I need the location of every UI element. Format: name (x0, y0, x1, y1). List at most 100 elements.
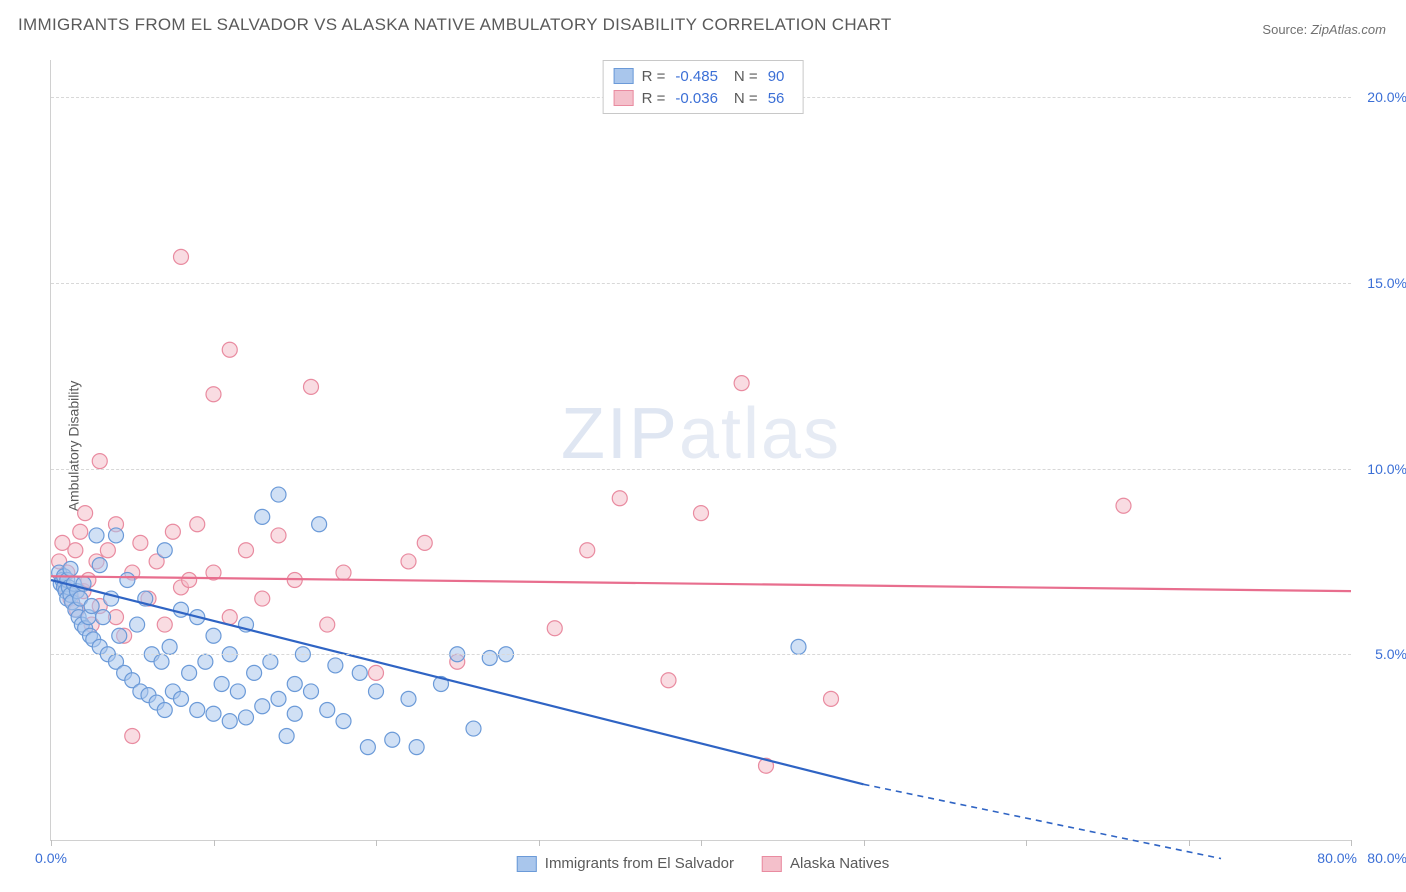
series-legend-label: Alaska Natives (790, 855, 889, 872)
scatter-point (369, 684, 384, 699)
scatter-point (112, 628, 127, 643)
scatter-point (304, 684, 319, 699)
x-tick (701, 840, 702, 846)
legend-row: R =-0.485N =90 (614, 65, 793, 87)
scatter-point (547, 621, 562, 636)
scatter-point (320, 703, 335, 718)
scatter-point (791, 639, 806, 654)
scatter-point (109, 528, 124, 543)
scatter-point (255, 509, 270, 524)
scatter-point (263, 654, 278, 669)
scatter-point (190, 517, 205, 532)
scatter-point (73, 524, 88, 539)
scatter-point (222, 342, 237, 357)
scatter-point (385, 732, 400, 747)
x-tick-label: 0.0% (35, 850, 67, 866)
scatter-point (369, 665, 384, 680)
gridline-h (51, 654, 1351, 655)
y-tick-label: 5.0% (1357, 646, 1406, 662)
scatter-point (336, 565, 351, 580)
scatter-point (255, 591, 270, 606)
scatter-point (165, 524, 180, 539)
scatter-point (182, 573, 197, 588)
series-legend-item: Alaska Natives (762, 855, 889, 872)
scatter-point (466, 721, 481, 736)
scatter-point (409, 740, 424, 755)
scatter-point (352, 665, 367, 680)
scatter-point (304, 379, 319, 394)
x-tick (864, 840, 865, 846)
gridline-h (51, 283, 1351, 284)
scatter-point (182, 665, 197, 680)
scatter-point (174, 691, 189, 706)
scatter-point (214, 677, 229, 692)
scatter-point (89, 528, 104, 543)
y-tick-label: 15.0% (1357, 275, 1406, 291)
x-tick-label: 80.0% (1357, 850, 1406, 866)
scatter-point (206, 706, 221, 721)
source-attribution: Source: ZipAtlas.com (1262, 22, 1386, 37)
series-legend: Immigrants from El Salvador Alaska Native… (507, 853, 899, 874)
scatter-point (162, 639, 177, 654)
scatter-point (84, 599, 99, 614)
series-legend-label: Immigrants from El Salvador (545, 855, 734, 872)
x-tick (1189, 840, 1190, 846)
scatter-point (271, 487, 286, 502)
y-tick-label: 10.0% (1357, 461, 1406, 477)
scatter-point (154, 654, 169, 669)
scatter-point (133, 535, 148, 550)
scatter-point (100, 543, 115, 558)
x-tick (51, 840, 52, 846)
scatter-point (287, 706, 302, 721)
scatter-point (336, 714, 351, 729)
scatter-point (198, 654, 213, 669)
scatter-point (401, 554, 416, 569)
scatter-point (125, 729, 140, 744)
scatter-point (120, 573, 135, 588)
scatter-point (78, 506, 93, 521)
scatter-point (271, 528, 286, 543)
gridline-h (51, 469, 1351, 470)
scatter-point (239, 543, 254, 558)
scatter-point (320, 617, 335, 632)
scatter-point (482, 651, 497, 666)
scatter-point (63, 561, 78, 576)
correlation-legend: R =-0.485N =90R =-0.036N =56 (603, 60, 804, 114)
legend-swatch (517, 856, 537, 872)
scatter-point (96, 610, 111, 625)
legend-swatch (614, 90, 634, 106)
scatter-point (279, 729, 294, 744)
chart-svg (51, 60, 1351, 840)
scatter-point (230, 684, 245, 699)
scatter-point (1116, 498, 1131, 513)
chart-plot-area: ZIPatlas 5.0%10.0%15.0%20.0%0.0%80.0%80.… (50, 60, 1351, 841)
scatter-point (271, 691, 286, 706)
scatter-point (734, 376, 749, 391)
scatter-point (206, 628, 221, 643)
scatter-point (68, 543, 83, 558)
scatter-point (360, 740, 375, 755)
scatter-point (239, 710, 254, 725)
scatter-point (417, 535, 432, 550)
scatter-point (222, 714, 237, 729)
y-tick-label: 20.0% (1357, 89, 1406, 105)
scatter-point (206, 387, 221, 402)
x-tick (1026, 840, 1027, 846)
scatter-point (247, 665, 262, 680)
scatter-point (157, 543, 172, 558)
scatter-point (222, 610, 237, 625)
scatter-point (174, 249, 189, 264)
scatter-point (580, 543, 595, 558)
scatter-point (287, 677, 302, 692)
x-tick-label: 80.0% (1307, 850, 1357, 866)
scatter-point (312, 517, 327, 532)
scatter-point (92, 558, 107, 573)
scatter-point (92, 454, 107, 469)
x-tick (539, 840, 540, 846)
scatter-point (255, 699, 270, 714)
scatter-point (157, 617, 172, 632)
legend-swatch (762, 856, 782, 872)
chart-title: IMMIGRANTS FROM EL SALVADOR VS ALASKA NA… (18, 15, 892, 35)
x-tick (1351, 840, 1352, 846)
scatter-point (694, 506, 709, 521)
